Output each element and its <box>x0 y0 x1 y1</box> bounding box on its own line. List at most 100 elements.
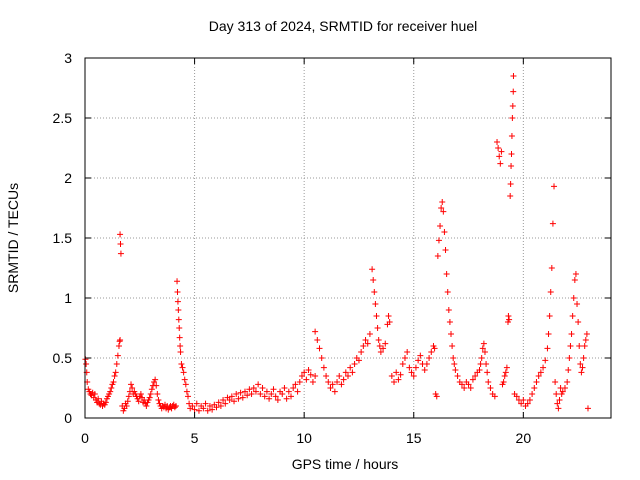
data-point <box>171 404 178 411</box>
data-point <box>449 343 456 349</box>
data-point <box>305 367 312 373</box>
data-point <box>316 345 323 352</box>
data-point <box>152 376 159 383</box>
data-point <box>294 388 301 395</box>
data-point <box>364 340 371 347</box>
data-point <box>452 367 459 373</box>
data-point <box>191 406 198 413</box>
data-point <box>185 393 192 400</box>
data-point <box>502 369 509 376</box>
data-point <box>479 345 486 352</box>
data-point <box>564 379 571 385</box>
data-point <box>581 343 588 349</box>
data-point <box>476 367 483 373</box>
data-point <box>451 361 458 367</box>
data-point <box>250 385 257 391</box>
data-point <box>571 277 578 283</box>
data-point <box>373 313 380 319</box>
data-point <box>325 379 332 385</box>
data-point <box>578 369 585 376</box>
data-point <box>529 391 536 397</box>
data-point <box>481 349 488 355</box>
data-point <box>439 199 446 205</box>
data-point <box>508 133 515 139</box>
data-point <box>115 343 122 349</box>
data-point <box>345 373 351 379</box>
data-point <box>183 388 190 395</box>
data-point <box>309 379 316 385</box>
data-point <box>497 160 504 167</box>
data-point <box>393 369 400 376</box>
data-point <box>182 381 189 388</box>
data-point <box>285 388 292 395</box>
data-point <box>180 369 187 376</box>
data-point <box>428 349 435 355</box>
data-point <box>314 337 321 343</box>
data-point <box>401 355 408 361</box>
x-tick-label: 10 <box>296 430 312 446</box>
data-point <box>582 337 589 343</box>
data-point <box>445 307 452 313</box>
data-point <box>513 393 520 400</box>
data-point <box>148 386 155 393</box>
data-point <box>531 385 538 391</box>
data-point <box>507 193 514 199</box>
y-tick-label: 1 <box>64 290 72 306</box>
data-point <box>554 400 561 407</box>
data-point <box>349 369 356 376</box>
data-point <box>552 379 559 385</box>
data-point <box>296 379 303 385</box>
data-point <box>480 340 487 347</box>
y-tick-label: 3 <box>64 50 72 66</box>
data-point <box>507 181 514 187</box>
y-tick-label: 0.5 <box>53 350 73 366</box>
data-point <box>336 373 343 379</box>
data-point <box>298 373 305 379</box>
data-point <box>509 115 516 121</box>
y-axis-ticks: 0 0.5 1 1.5 2 2.5 3 <box>53 50 611 426</box>
data-point <box>228 393 235 400</box>
data-point <box>483 361 490 367</box>
data-point <box>329 381 336 388</box>
data-point <box>307 371 314 378</box>
data-point <box>551 183 558 190</box>
data-point <box>385 313 392 319</box>
data-point <box>270 386 277 393</box>
data-point <box>176 334 183 341</box>
data-point <box>441 229 448 235</box>
data-point <box>506 316 513 323</box>
data-point <box>279 391 286 397</box>
data-point <box>505 313 512 319</box>
data-point <box>454 373 461 379</box>
data-point <box>179 364 186 371</box>
data-point <box>259 385 266 391</box>
data-point <box>231 398 238 405</box>
data-point <box>113 361 120 367</box>
data-point <box>186 400 193 407</box>
data-point <box>510 88 517 95</box>
y-tick-label: 0 <box>64 410 72 426</box>
data-point <box>467 385 474 391</box>
data-point <box>292 381 299 388</box>
data-point <box>377 349 384 355</box>
data-point <box>500 379 507 385</box>
data-point <box>426 355 433 361</box>
data-point <box>125 393 132 400</box>
data-point <box>569 313 576 319</box>
data-point <box>257 391 264 397</box>
data-point <box>415 357 422 364</box>
data-point <box>386 319 393 325</box>
data-point <box>533 379 540 385</box>
data-point <box>574 301 581 307</box>
data-point <box>442 247 449 253</box>
data-point <box>263 388 270 395</box>
x-axis-label: GPS time / hours <box>292 456 399 472</box>
data-point <box>370 277 377 283</box>
data-point <box>484 369 491 376</box>
data-point <box>435 237 442 244</box>
data-point <box>220 397 227 403</box>
data-point <box>108 385 115 391</box>
data-point <box>252 388 259 395</box>
data-point <box>204 407 211 414</box>
data-point <box>239 394 246 401</box>
